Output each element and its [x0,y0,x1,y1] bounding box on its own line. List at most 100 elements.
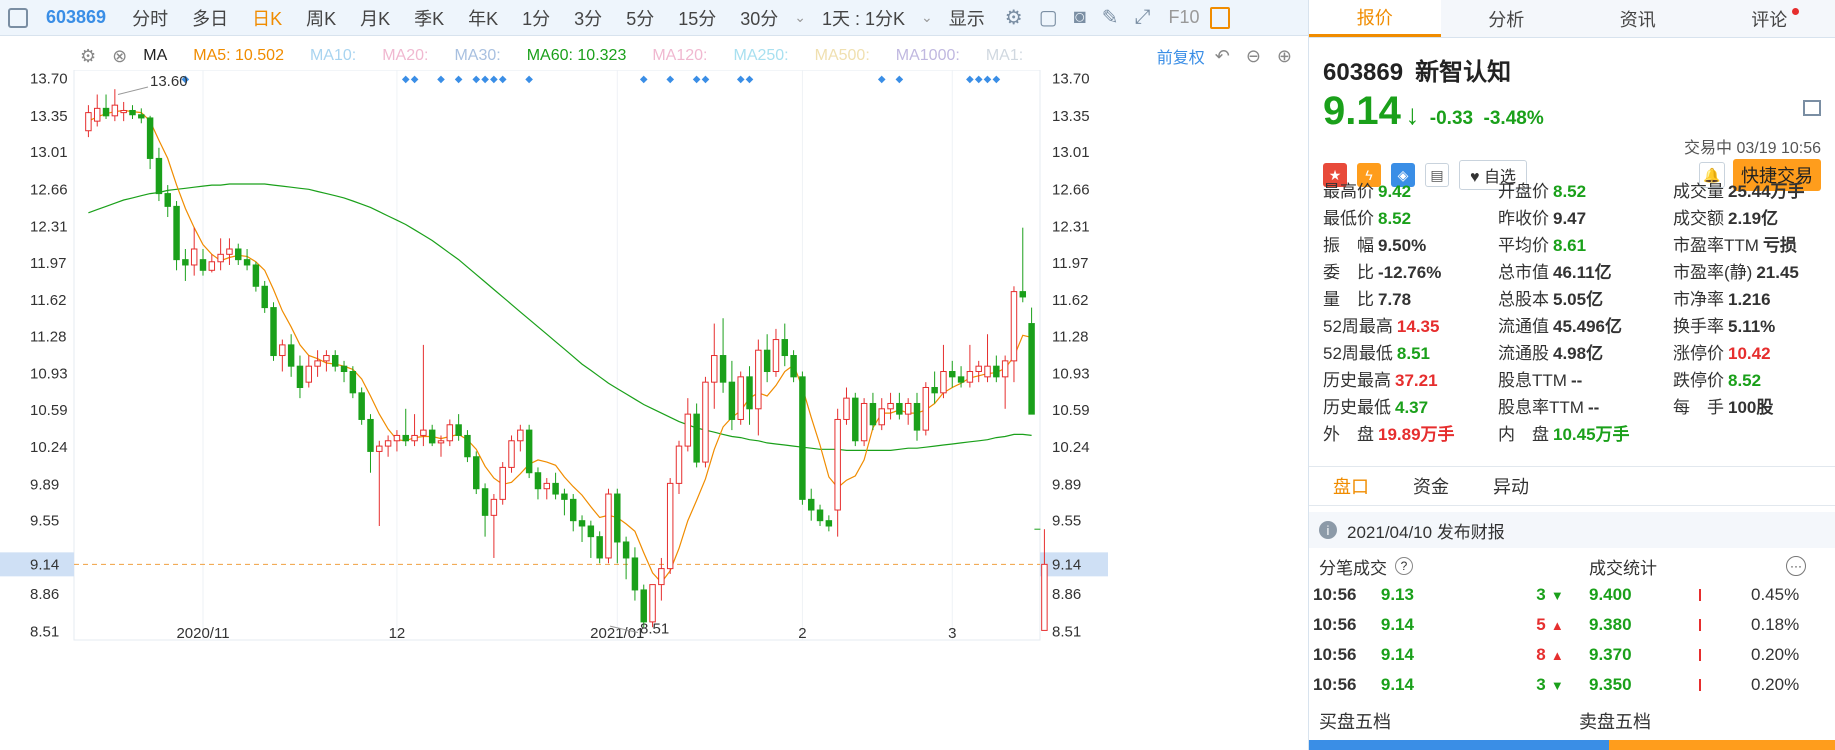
quote-cell: 市盈率TTM 亏损 [1673,231,1823,256]
kline-chart[interactable]: 13.70 13.70 13.35 13.35 13.01 13.01 12.66 12.66… [0,70,1308,750]
trade-price: 9.14 [1380,645,1414,664]
candle-body [499,466,506,500]
tab-yidong[interactable]: 异动 [1493,477,1529,497]
ma-legend-item[interactable]: MA120: [652,47,708,64]
chevron-down-icon[interactable]: ⌄ [921,9,933,25]
tab-jik[interactable]: 季K [414,8,445,29]
tab-rik[interactable]: 日K [252,8,283,29]
list-item: 9.400 0.45% [1571,580,1835,610]
f10-button[interactable]: F10 [1168,7,1200,27]
tab-pankou[interactable]: 盘口 [1333,477,1369,497]
ma-legend-item[interactable]: MA60: 10.323 [526,47,627,64]
event-marker: ◆ [746,74,754,85]
china-flag-icon[interactable]: ★ [1323,163,1347,187]
adjust-mode[interactable]: 前复权 [1156,50,1205,67]
tab-zijin[interactable]: 资金 [1413,477,1449,497]
quote-key: 外 盘 [1323,425,1374,444]
candle-body [525,429,533,474]
ma-legend-item[interactable]: MA10: [309,47,357,64]
undo-icon[interactable]: ↶ [1214,45,1230,66]
help-icon[interactable]: ? [1395,557,1413,575]
close-icon[interactable]: ⊗ [112,45,128,66]
tab-niank[interactable]: 年K [468,8,499,29]
sidebar-toggle-icon[interactable] [8,7,28,28]
square-icon[interactable]: ▢ [1038,7,1058,29]
ma-legend-item[interactable]: MA30: [454,47,501,64]
ma-legend-item[interactable]: MA1000: [895,47,960,64]
display-menu[interactable]: 显示 [948,8,985,29]
candle-body [966,371,974,383]
tab-fenshi[interactable]: 分时 [132,8,169,29]
candle-body [261,285,268,309]
tab-3fen[interactable]: 3分 [574,8,603,29]
candle-body [428,429,436,444]
today-body [1041,563,1048,631]
trade-time: 10:56 [1313,675,1357,694]
menu-icon[interactable] [1803,100,1821,116]
bell-icon[interactable]: 🔔 [1699,162,1725,188]
tick-trades-list[interactable]: 10:56 9.13 3 ▼ 10:56 9.14 5 ▲ 10:56 9.14 8 ▲ 10:56 9.… [1309,580,1569,700]
tab-1fen[interactable]: 1分 [522,8,551,29]
camera-icon[interactable]: ◙ [1073,6,1086,28]
event-marker: ◆ [490,74,498,85]
tab-news[interactable]: 资讯 [1619,9,1656,30]
tab-yuek[interactable]: 月K [360,8,391,29]
quote-key: 昨收价 [1498,209,1549,228]
quote-cell: 委 比 -12.76% [1323,258,1498,283]
settings-icon[interactable]: ⚙ [1004,7,1023,29]
event-marker: ◆ [182,74,190,85]
earnings-notice[interactable]: i 2021/04/10 发布财报 [1309,512,1835,548]
candle-body [287,344,295,367]
quote-value: 45.496亿 [1553,317,1622,336]
quote-cell: 振 幅 9.50% [1323,231,1498,256]
tag-icon[interactable]: ◈ [1391,163,1415,187]
tab-30fen[interactable]: 30分 [740,8,779,29]
y-tick-label-right: 9.89 [1052,476,1081,493]
y-tick-label-left: 10.59 [30,402,68,419]
candle-body [473,456,480,490]
panel-toggle-icon[interactable] [1209,6,1230,29]
zoom-out-icon[interactable]: ⊖ [1245,45,1261,66]
ma-legend-item[interactable]: MA250: [733,47,789,64]
multi-period-select[interactable]: 1天 : 1分K [822,8,906,29]
chevron-down-icon[interactable]: ⌄ [794,9,806,25]
settings-icon[interactable]: ⚙ [80,45,97,66]
tab-quote[interactable]: 报价 [1309,0,1441,37]
zoom-in-icon[interactable]: ⊕ [1276,45,1292,66]
tab-zhouk[interactable]: 周K [306,8,337,29]
kline-svg[interactable]: 13.70 13.70 13.35 13.35 13.01 13.01 12.66 12.66… [0,70,1308,750]
quote-key: 平均价 [1498,236,1549,255]
indicator-bar: ⚙ ⊗ MA MA5: 10.502 MA10: MA20: MA30: MA60: 1… [80,44,1308,68]
candle-body [843,397,850,420]
pen-icon[interactable]: ✎ [1101,7,1119,29]
tab-analysis[interactable]: 分析 [1488,9,1525,30]
x-tick-label: 2021/01 [590,625,644,642]
tab-15fen[interactable]: 15分 [678,8,717,29]
trade-stats-list[interactable]: 9.400 0.45% 9.380 0.18% 9.370 0.20% 9.350 0.20% [1571,580,1835,700]
tab-duori[interactable]: 多日 [192,8,229,29]
quote-key: 内 盘 [1498,425,1549,444]
quote-cell: 量 比 7.78 [1323,285,1498,310]
quote-row: 历史最高 37.21 股息TTM -- 跌停价 8.52 [1323,365,1823,392]
ma-legend-item[interactable]: MA20: [382,47,429,64]
up-triangle-icon: ▲ [1550,647,1564,663]
ma60-line [88,183,1032,451]
candle-body [1028,323,1035,415]
add-favorite-button[interactable]: ♥ 自选 [1459,160,1527,190]
lightning-icon[interactable]: ϟ [1357,163,1381,187]
current-price-tag-left [0,552,74,577]
y-tick-label-right: 8.51 [1052,623,1081,640]
ma-legend-item[interactable]: MA1: [985,47,1024,64]
ma-legend-item[interactable]: MA500: [814,47,870,64]
candle-body [666,482,674,570]
ma-legend-item[interactable]: MA5: 10.502 [193,47,284,64]
candle-body [129,109,136,116]
fullscreen-icon[interactable]: ⤢ [1134,6,1151,28]
y-tick-label-left: 9.55 [30,513,59,530]
quick-trade-button[interactable]: 快捷交易 [1733,159,1821,191]
more-icon[interactable]: ··· [1786,556,1806,576]
tab-5fen[interactable]: 5分 [626,8,655,29]
indicator-name[interactable]: MA [143,47,168,64]
tab-comments[interactable]: 评论 [1704,0,1835,37]
note-icon[interactable]: ▤ [1425,163,1449,187]
